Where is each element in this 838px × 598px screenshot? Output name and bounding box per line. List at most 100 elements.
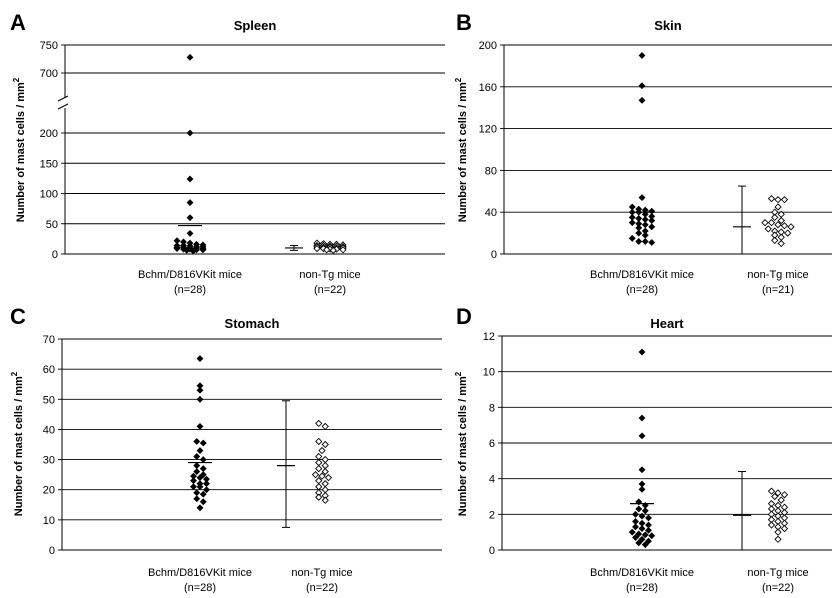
- y-tick-label: 50: [43, 394, 55, 406]
- data-point-bchm: [645, 526, 652, 534]
- data-point-bchm: [638, 348, 646, 356]
- y-tick-label: 100: [40, 189, 58, 201]
- panel-letter: D: [456, 304, 472, 329]
- data-point-nontg: [771, 213, 779, 222]
- category-n-label: (n=22): [306, 582, 338, 593]
- data-point-bchm: [638, 82, 646, 90]
- data-point-bchm: [186, 53, 194, 61]
- category-label: Bchm/D816VKit mice: [148, 567, 252, 579]
- y-tick-label: 2: [489, 509, 495, 521]
- data-point-bchm: [199, 456, 207, 463]
- data-point-bchm: [638, 432, 646, 440]
- y-tick-label: 60: [43, 364, 55, 376]
- data-point-bchm: [193, 495, 201, 503]
- data-point-nontg: [774, 196, 782, 204]
- data-point-nontg: [323, 246, 331, 254]
- data-point-nontg: [780, 524, 789, 533]
- data-point-bchm: [196, 386, 204, 394]
- data-point-bchm: [641, 507, 649, 515]
- panel-letter: C: [10, 304, 26, 329]
- data-point-nontg: [787, 223, 795, 231]
- data-point-bchm: [196, 447, 204, 454]
- series-nontg: [733, 471, 789, 551]
- data-point-nontg: [767, 521, 776, 529]
- data-point-nontg: [767, 194, 776, 203]
- data-point-bchm: [635, 238, 643, 245]
- category-n-label: (n=28): [174, 284, 206, 296]
- data-point-nontg: [780, 491, 789, 499]
- data-point-bchm: [638, 96, 646, 104]
- category-n-label: (n=22): [314, 284, 346, 296]
- data-point-bchm: [193, 438, 201, 445]
- y-tick-label: 700: [40, 68, 58, 80]
- data-point-bchm: [635, 229, 643, 237]
- y-axis-label: Number of mast cells / mm2: [10, 371, 25, 516]
- data-point-bchm: [632, 534, 639, 541]
- axis-break-mark: [57, 103, 69, 110]
- data-point-nontg: [321, 422, 329, 431]
- y-tick-label: 20: [43, 485, 55, 497]
- data-point-nontg: [777, 239, 785, 248]
- y-axis-label-superscript: 2: [12, 77, 21, 82]
- data-point-bchm: [193, 468, 201, 476]
- data-point-bchm: [173, 245, 181, 252]
- data-point-bchm: [186, 129, 194, 137]
- panel-letter: B: [456, 10, 472, 35]
- category-label: non-Tg mice: [747, 269, 808, 281]
- data-point-nontg: [311, 471, 320, 479]
- series-nontg: [285, 239, 347, 255]
- y-tick-label: 8: [489, 402, 495, 414]
- series-bchm: [628, 348, 656, 549]
- data-point-nontg: [774, 221, 782, 229]
- data-point-bchm: [641, 238, 649, 245]
- y-axis-label-text: Number of mast cells / mm: [13, 376, 25, 516]
- y-tick-label: 80: [485, 165, 497, 177]
- data-point-bchm: [648, 239, 656, 246]
- data-point-bchm: [648, 223, 656, 231]
- y-tick-label: 0: [52, 249, 58, 261]
- panel-d: D Heart 0 2 4 6 8 10 12 Number of mast cells / mm…: [454, 304, 832, 594]
- data-point-bchm: [645, 514, 652, 522]
- data-point-bchm: [635, 505, 643, 513]
- y-tick-label: 0: [49, 545, 55, 557]
- data-point-nontg: [774, 489, 782, 497]
- axis-break-mark: [57, 95, 69, 102]
- category-n-label: (n=21): [762, 284, 794, 296]
- series-nontg: [733, 185, 795, 255]
- panel-b: B Skin 0 40 80 120 160 200 Number of mast cells …: [454, 10, 832, 296]
- data-point-bchm: [635, 539, 643, 547]
- data-point-nontg: [315, 464, 323, 473]
- y-tick-label: 0: [489, 545, 495, 557]
- data-point-bchm: [196, 422, 204, 430]
- data-point-nontg: [774, 528, 782, 536]
- data-point-bchm: [632, 523, 639, 531]
- data-point-nontg: [774, 535, 782, 543]
- category-label: non-Tg mice: [291, 567, 352, 579]
- y-tick-label: 4: [489, 474, 495, 486]
- data-point-nontg: [315, 437, 323, 446]
- y-axis-label: Number of mast cells / mm2: [454, 77, 469, 222]
- data-point-bchm: [638, 485, 646, 493]
- data-point-bchm: [648, 532, 656, 540]
- data-point-bchm: [183, 246, 191, 254]
- data-point-bchm: [196, 395, 204, 403]
- y-tick-label: 200: [40, 128, 58, 140]
- data-point-bchm: [645, 537, 652, 545]
- y-tick-label: 10: [43, 515, 55, 527]
- data-point-nontg: [777, 496, 785, 504]
- series-bchm: [173, 53, 207, 255]
- data-point-nontg: [774, 203, 782, 211]
- data-point-bchm: [196, 355, 204, 363]
- data-point-bchm: [638, 466, 646, 474]
- data-point-bchm: [196, 483, 204, 491]
- y-tick-label: 40: [43, 424, 55, 436]
- data-point-bchm: [635, 498, 643, 506]
- series-nontg: [277, 400, 333, 528]
- data-point-bchm: [628, 234, 636, 242]
- y-axis-label-superscript: 2: [454, 77, 463, 82]
- data-point-nontg: [339, 246, 347, 254]
- panel-letter: A: [10, 10, 26, 35]
- data-point-nontg: [764, 225, 772, 233]
- data-point-nontg: [324, 474, 333, 482]
